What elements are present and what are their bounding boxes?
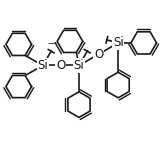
Text: Si: Si bbox=[38, 59, 48, 72]
Text: Si: Si bbox=[113, 36, 123, 49]
Text: O: O bbox=[94, 48, 103, 61]
Text: —: — bbox=[48, 39, 57, 48]
Text: O: O bbox=[56, 59, 66, 72]
Text: Si: Si bbox=[74, 59, 84, 72]
